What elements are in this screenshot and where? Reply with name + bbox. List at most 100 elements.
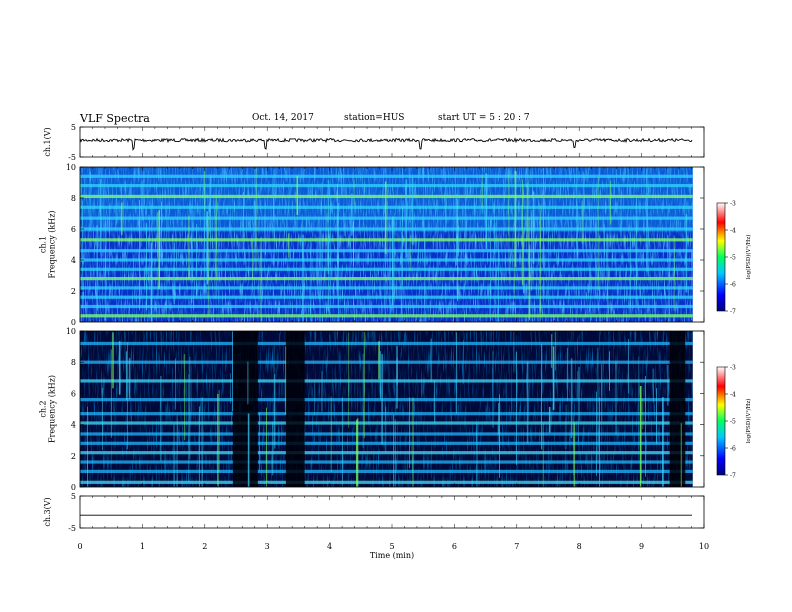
ch2-spectrogram-streak	[570, 358, 573, 438]
ch1-spectrogram-streak	[539, 219, 541, 322]
ch1-spectrogram-streak	[273, 169, 275, 239]
ch1-spectrogram-streak	[302, 234, 304, 322]
ch1-spectrogram-streak	[685, 214, 688, 293]
ch1-spectrogram-streak	[139, 200, 140, 311]
ch2-spectrogram-streak	[628, 339, 629, 394]
ch1-spectrogram-y-label: Frequency (kHz)	[48, 210, 57, 278]
ch2-spectrogram-streak	[667, 365, 669, 406]
x-tick-label: 8	[577, 542, 582, 551]
ch1-spectrogram-streak	[120, 202, 123, 236]
ch1-spectrogram-colorbar	[716, 202, 726, 312]
ch2-spectrogram-band	[80, 432, 693, 436]
ch2-spectrogram-streak	[434, 379, 436, 423]
ch3-voltage-frame	[79, 495, 705, 529]
ch2-spectrogram-streak	[356, 419, 358, 487]
ch1-spectrogram-streak	[330, 194, 331, 309]
ch1-spectrogram-band	[80, 267, 693, 271]
ch1-spectrogram-streak	[96, 225, 98, 311]
ch1-spectrogram-colorbar-tick-label: -5	[730, 255, 736, 262]
ch1-spectrogram-streak	[620, 199, 622, 247]
ch1-spectrogram-colorbar-label: log(PSD)(V²/Hz)	[745, 235, 752, 280]
ch1-spectrogram-colorbar-tick-label: -7	[730, 309, 736, 316]
ch1-spectrogram-streak	[473, 196, 475, 294]
ch1-spectrogram-streak	[668, 238, 670, 322]
ch2-spectrogram-streak	[579, 366, 580, 421]
ch2-spectrogram-band	[80, 379, 693, 383]
ch2-spectrogram-streak	[601, 364, 603, 422]
ch1-spectrogram-streak	[526, 183, 528, 241]
ch2-spectrogram-streak	[513, 331, 515, 373]
ch2-spectrogram-band	[80, 451, 693, 455]
ch2-spectrogram-colorbar-label: log(PSD)(V²/Hz)	[745, 399, 752, 444]
x-tick-label: 10	[699, 542, 709, 551]
ch1-spectrogram-streak	[490, 219, 491, 322]
ch1-spectrogram-streak	[387, 201, 388, 295]
ch1-spectrogram-streak	[648, 227, 649, 277]
ch3-voltage-y-label: ch.3(V)	[43, 497, 52, 526]
x-tick-label: 2	[202, 542, 207, 551]
ch1-spectrogram-streak	[99, 178, 102, 250]
ch1-spectrogram-streak	[310, 237, 312, 322]
x-tick-label: 9	[639, 542, 644, 551]
ch2-spectrogram-streak	[516, 351, 517, 465]
ch1-spectrogram-streak	[80, 176, 82, 208]
ch2-spectrogram-y-tick-label: 0	[71, 483, 76, 492]
ch1-spectrogram-streak	[327, 212, 329, 274]
ch2-spectrogram-streak	[259, 412, 260, 471]
ch1-spectrogram-streak	[527, 167, 529, 239]
ch1-spectrogram-streak	[208, 182, 210, 225]
ch1-spectrogram-streak	[494, 215, 495, 254]
ch2-spectrogram-y-tick-label: 8	[71, 358, 76, 367]
ch1-spectrogram-streak	[353, 179, 355, 206]
ch2-spectrogram-streak	[87, 406, 88, 487]
ch1-spectrogram-streak	[255, 169, 257, 271]
ch1-spectrogram-streak	[583, 172, 584, 261]
ch2-spectrogram-band	[80, 360, 693, 364]
ch1-spectrogram-streak	[423, 167, 424, 239]
ch2-spectrogram-streak	[247, 361, 249, 405]
ch2-spectrogram-streak	[573, 422, 576, 487]
ch1-spectrogram-streak	[603, 224, 605, 279]
ch2-spectrogram-streak	[110, 349, 112, 438]
ch2-spectrogram-streak	[362, 353, 364, 448]
ch1-spectrogram-streak	[109, 203, 110, 268]
ch1-spectrogram-streak	[595, 218, 597, 299]
ch2-spectrogram-colorbar-tick-label: -6	[730, 446, 736, 453]
ch2-spectrogram-streak	[330, 396, 332, 473]
ch1-spectrogram-streak	[340, 172, 342, 197]
ch2-spectrogram-y-label: Frequency (kHz)	[48, 375, 57, 443]
ch1-spectrogram-streak	[532, 191, 535, 264]
ch2-spectrogram-dark-interval	[669, 331, 686, 487]
ch2-spectrogram-streak	[409, 397, 410, 469]
ch1-spectrogram-streak	[191, 204, 193, 269]
ch2-spectrogram-y-tick-label: 4	[71, 421, 76, 430]
ch1-spectrogram-streak	[325, 205, 327, 299]
ch2-spectrogram-streak	[645, 376, 646, 477]
ch1-spectrogram-streak	[173, 242, 175, 305]
ch1-spectrogram-streak	[204, 167, 206, 211]
ch2-spectrogram-streak	[599, 397, 600, 487]
ch2-spectrogram-streak	[112, 332, 114, 389]
ch2-spectrogram-streak	[551, 334, 553, 368]
ch1-spectrogram-streak	[158, 210, 160, 289]
ch1-voltage-frame	[79, 126, 705, 158]
ch2-spectrogram-colorbar-tick-label: -3	[730, 365, 736, 372]
ch1-spectrogram-streak	[89, 171, 91, 232]
ch1-spectrogram-streak	[409, 167, 411, 223]
ch1-spectrogram-streak	[353, 221, 354, 267]
ch1-spectrogram-streak	[481, 174, 483, 209]
ch2-spectrogram-streak	[341, 397, 343, 487]
ch1-spectrogram-streak	[575, 167, 578, 259]
ch2-spectrogram-band	[80, 341, 693, 346]
ch1-spectrogram-streak	[149, 214, 150, 291]
ch2-spectrogram-streak	[567, 347, 568, 401]
ch2-spectrogram-streak	[394, 419, 396, 487]
ch1-spectrogram-streak	[209, 175, 211, 239]
ch2-spectrogram-streak	[232, 331, 233, 412]
ch1-spectrogram-streak	[82, 200, 83, 309]
ch2-spectrogram-dark-interval	[232, 331, 258, 487]
ch2-spectrogram-streak	[393, 414, 395, 487]
ch1-spectrogram-streak	[646, 192, 648, 277]
ch1-spectrogram-band	[80, 277, 693, 281]
